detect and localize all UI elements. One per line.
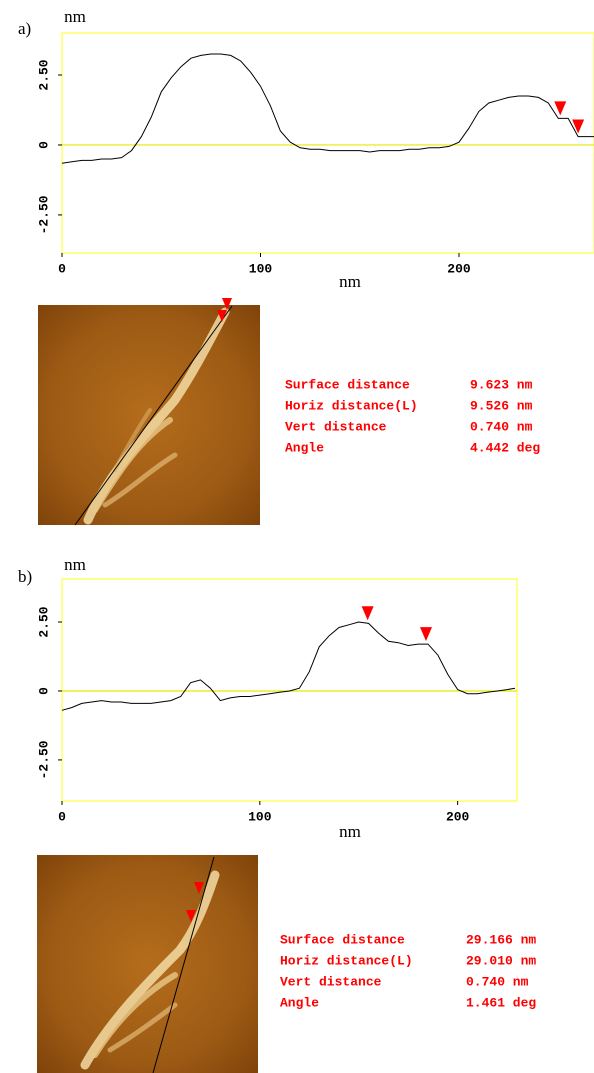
measurement-label: Angle: [280, 995, 319, 1010]
x-tick-label: 100: [248, 809, 272, 824]
y-tick-label: -2.50: [36, 195, 51, 234]
fibrils: [80, 870, 220, 1070]
panel-label: b): [18, 567, 32, 586]
x-tick-label: 0: [58, 809, 66, 824]
image-markers: [217, 298, 232, 322]
x-axis-label: nm: [339, 822, 361, 841]
measurement-label: Surface distance: [285, 377, 410, 392]
measurement-value: 1.461 deg: [466, 995, 536, 1010]
measurement-value: 9.623 nm: [470, 377, 533, 392]
y-axis-label: nm: [64, 7, 86, 26]
x-tick-label: 200: [446, 809, 470, 824]
measurement-label: Horiz distance(L): [280, 953, 413, 968]
y-tick-label: 2.50: [36, 59, 51, 90]
image-background: [37, 855, 258, 1073]
measurement-value: 29.166 nm: [466, 932, 536, 947]
y-tick-label: -2.50: [36, 740, 51, 779]
measurement-label: Angle: [285, 440, 324, 455]
measurement-value: 0.740 nm: [470, 419, 533, 434]
afm-image-a: [38, 298, 260, 526]
measurement-label: Vert distance: [285, 419, 387, 434]
panel-label: a): [18, 19, 31, 38]
x-tick-label: 0: [58, 261, 66, 276]
afm-image-b: [37, 855, 258, 1073]
y-axis-label: nm: [64, 555, 86, 574]
x-tick-label: 100: [249, 261, 273, 276]
cursor-marker: [554, 101, 567, 116]
cursor-marker: [361, 606, 374, 621]
y-tick-label: 0: [36, 687, 51, 695]
profile-line: [61, 621, 516, 711]
plot-frame: [61, 32, 594, 254]
plot-frame: [61, 578, 518, 802]
measurement-label: Horiz distance(L): [285, 398, 418, 413]
image-markers: [186, 882, 204, 922]
section-line: [152, 856, 215, 1073]
section-line: [74, 305, 233, 526]
measurement-value: 9.526 nm: [470, 398, 533, 413]
measurement-value: 29.010 nm: [466, 953, 536, 968]
measurement-label: Surface distance: [280, 932, 405, 947]
measurement-value: 0.740 nm: [466, 974, 529, 989]
cursor-marker: [420, 627, 432, 642]
profile-line: [61, 53, 594, 164]
y-tick-label: 0: [36, 141, 51, 149]
measurement-label: Vert distance: [280, 974, 382, 989]
measurement-value: 4.442 deg: [470, 440, 540, 455]
x-axis-label: nm: [339, 272, 361, 291]
cursor-marker: [572, 119, 585, 134]
x-tick-label: 200: [447, 261, 471, 276]
y-tick-label: 2.50: [36, 606, 51, 637]
